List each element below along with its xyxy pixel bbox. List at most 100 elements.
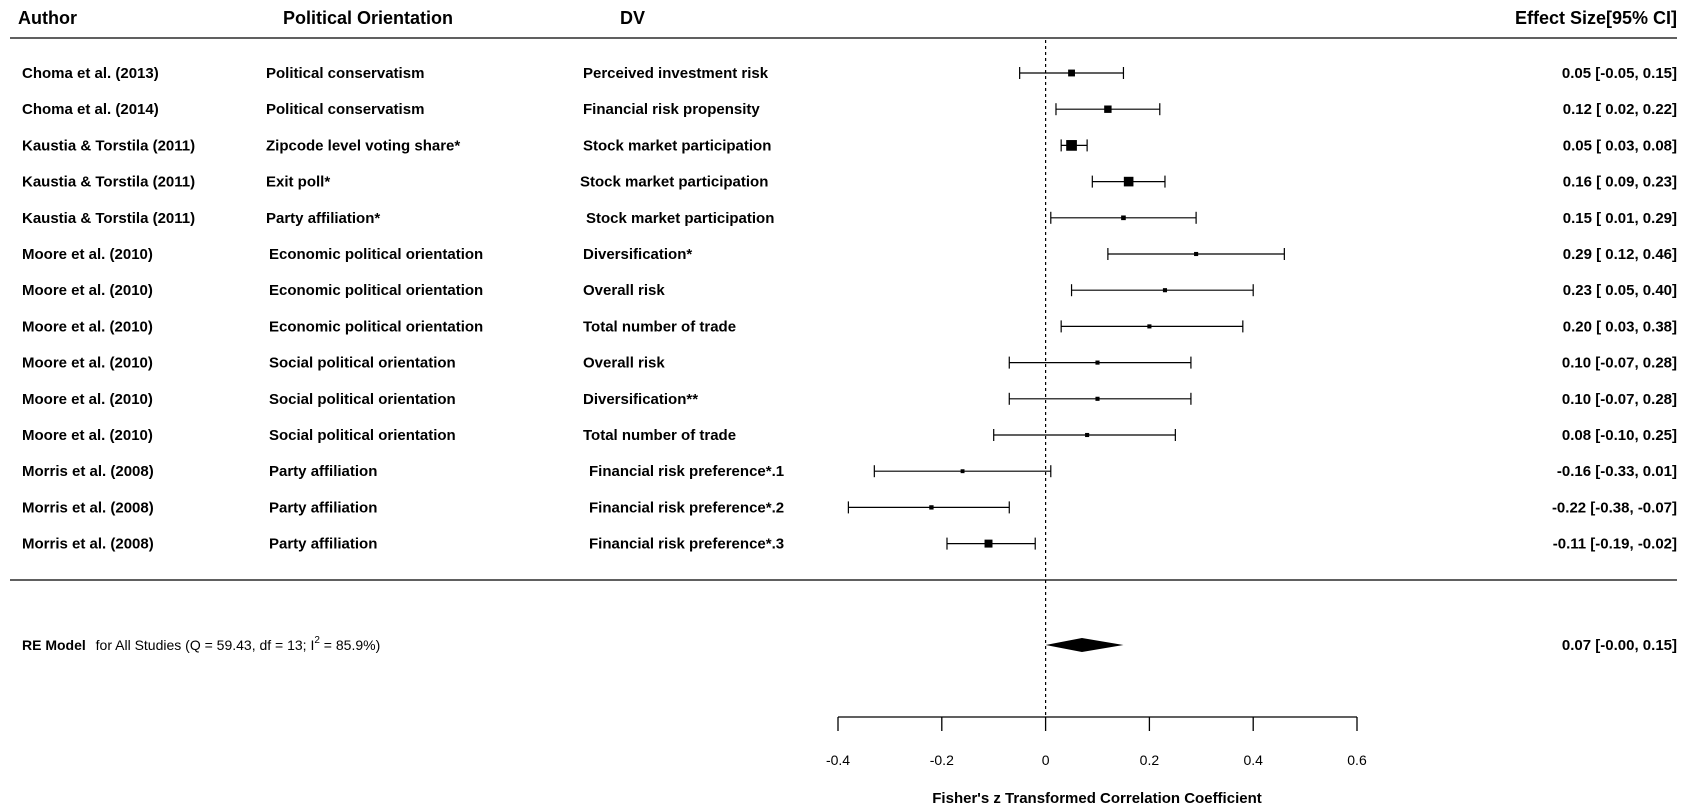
point-estimate-square	[929, 505, 934, 510]
point-estimate-square	[1121, 215, 1126, 221]
study-author: Moore et al. (2010)	[22, 282, 153, 299]
study-effect-size-ci: 0.08 [-0.10, 0.25]	[1562, 427, 1677, 444]
point-estimate-square	[1104, 105, 1112, 113]
x-axis-label: Fisher's z Transformed Correlation Coeff…	[932, 790, 1261, 807]
header-author: Author	[18, 8, 77, 28]
study-effect-size-ci: 0.15 [ 0.01, 0.29]	[1563, 210, 1677, 227]
study-effect-size-ci: 0.10 [-0.07, 0.28]	[1562, 355, 1677, 372]
study-row: Morris et al. (2008) Party affiliation Fin…	[22, 536, 1677, 553]
study-effect-size-ci: 0.05 [-0.05, 0.15]	[1562, 65, 1677, 82]
study-row: Choma et al. (2013) Political conservatis…	[22, 65, 1677, 82]
study-effect-size-ci: 0.20 [ 0.03, 0.38]	[1563, 318, 1677, 335]
study-effect-size-ci: 0.29 [ 0.12, 0.46]	[1563, 246, 1677, 263]
study-row: Kaustia & Torstila (2011) Zipcode level v…	[22, 137, 1677, 154]
study-row: Moore et al. (2010) Social political orie…	[22, 391, 1677, 408]
study-row: Kaustia & Torstila (2011) Exit poll* Stock…	[22, 174, 1677, 191]
study-effect-size-ci: 0.05 [ 0.03, 0.08]	[1563, 137, 1677, 154]
point-estimate-square	[1066, 140, 1077, 151]
study-author: Kaustia & Torstila (2011)	[22, 174, 195, 191]
study-row: Moore et al. (2010) Social political orie…	[22, 427, 1677, 444]
point-estimate-square	[1068, 69, 1075, 77]
study-author: Kaustia & Torstila (2011)	[22, 210, 195, 227]
study-dv: Perceived investment risk	[583, 65, 769, 82]
study-author: Moore et al. (2010)	[22, 318, 153, 335]
study-dv: Financial risk preference*.2	[589, 499, 784, 516]
summary-diamond	[1045, 638, 1124, 652]
study-author: Morris et al. (2008)	[22, 499, 154, 516]
study-dv: Total number of trade	[583, 318, 736, 335]
summary-ci-text: 0.07 [-0.00, 0.15]	[1562, 637, 1677, 654]
point-estimate-square	[1085, 432, 1090, 438]
study-political-orientation: Economic political orientation	[269, 246, 483, 263]
study-author: Kaustia & Torstila (2011)	[22, 137, 195, 154]
point-estimate-square	[1095, 360, 1100, 365]
study-dv: Stock market participation	[586, 210, 774, 227]
study-political-orientation: Party affiliation	[269, 463, 377, 480]
study-dv: Overall risk	[583, 355, 665, 372]
study-row: Morris et al. (2008) Party affiliation Fin…	[22, 499, 1677, 516]
study-author: Moore et al. (2010)	[22, 427, 153, 444]
study-political-orientation: Social political orientation	[269, 427, 456, 444]
study-author: Morris et al. (2008)	[22, 536, 154, 553]
re-model-label-superscript: 2	[314, 635, 320, 646]
x-axis-tick-label: 0.2	[1140, 752, 1160, 768]
study-effect-size-ci: 0.12 [ 0.02, 0.22]	[1563, 101, 1677, 118]
study-political-orientation: Economic political orientation	[269, 318, 483, 335]
x-axis-tick-label: 0.4	[1243, 752, 1263, 768]
header-political-orientation: Political Orientation	[283, 8, 453, 28]
study-row: Morris et al. (2008) Party affiliation Fin…	[22, 463, 1677, 480]
point-estimate-square	[1147, 324, 1152, 329]
study-political-orientation: Exit poll*	[266, 174, 330, 191]
study-row: Moore et al. (2010) Social political orie…	[22, 355, 1677, 372]
re-model-label-end: = 85.9%)	[320, 637, 380, 653]
point-estimate-square	[984, 539, 993, 548]
study-author: Choma et al. (2014)	[22, 101, 159, 118]
study-political-orientation: Party affiliation	[269, 499, 377, 516]
point-estimate-square	[1194, 251, 1199, 257]
re-model-label-bold: RE Model	[22, 637, 86, 653]
study-political-orientation: Party affiliation	[269, 536, 377, 553]
study-author: Choma et al. (2013)	[22, 65, 159, 82]
header-effect-size: Effect Size[95% CI]	[1515, 8, 1677, 28]
x-axis-tick-label: 0.6	[1347, 752, 1367, 768]
re-model-label-text: for All Studies (Q = 59.43, df = 13; I	[96, 637, 315, 653]
study-political-orientation: Party affiliation*	[266, 210, 380, 227]
study-author: Morris et al. (2008)	[22, 463, 154, 480]
study-dv: Stock market participation	[583, 137, 771, 154]
study-political-orientation: Political conservatism	[266, 65, 424, 82]
point-estimate-square	[960, 469, 965, 474]
study-political-orientation: Social political orientation	[269, 355, 456, 372]
study-author: Moore et al. (2010)	[22, 246, 153, 263]
study-row: Moore et al. (2010) Economic political or…	[22, 318, 1677, 335]
x-axis: -0.4 -0.2 0 0.2 0.4 0.6	[826, 716, 1367, 768]
study-effect-size-ci: 0.10 [-0.07, 0.28]	[1562, 391, 1677, 408]
study-dv: Overall risk	[583, 282, 665, 299]
study-rows: Choma et al. (2013) Political conservatis…	[22, 65, 1677, 553]
point-estimate-square	[1162, 288, 1168, 293]
study-author: Moore et al. (2010)	[22, 391, 153, 408]
study-effect-size-ci: -0.16 [-0.33, 0.01]	[1557, 463, 1677, 480]
study-author: Moore et al. (2010)	[22, 355, 153, 372]
x-axis-tick-label: 0	[1042, 752, 1050, 768]
study-political-orientation: Economic political orientation	[269, 282, 483, 299]
study-effect-size-ci: 0.16 [ 0.09, 0.23]	[1563, 174, 1677, 191]
study-dv: Diversification**	[583, 391, 698, 408]
study-dv: Stock market participation	[580, 174, 768, 191]
header-dv: DV	[620, 8, 645, 28]
x-axis-tick-label: -0.2	[930, 752, 954, 768]
study-dv: Total number of trade	[583, 427, 736, 444]
study-row: Choma et al. (2014) Political conservatis…	[22, 101, 1677, 118]
study-row: Kaustia & Torstila (2011) Party affiliati…	[22, 210, 1677, 227]
re-model-label: RE Model for All Studies (Q = 59.43, df …	[22, 635, 380, 653]
study-effect-size-ci: -0.22 [-0.38, -0.07]	[1552, 499, 1677, 516]
study-dv: Diversification*	[583, 246, 692, 263]
study-effect-size-ci: -0.11 [-0.19, -0.02]	[1553, 536, 1677, 553]
x-axis-tick-label: -0.4	[826, 752, 850, 768]
study-political-orientation: Social political orientation	[269, 391, 456, 408]
study-dv: Financial risk propensity	[583, 101, 760, 118]
study-dv: Financial risk preference*.1	[589, 463, 784, 480]
study-political-orientation: Political conservatism	[266, 101, 424, 118]
point-estimate-square	[1095, 396, 1100, 401]
point-estimate-square	[1123, 176, 1134, 187]
